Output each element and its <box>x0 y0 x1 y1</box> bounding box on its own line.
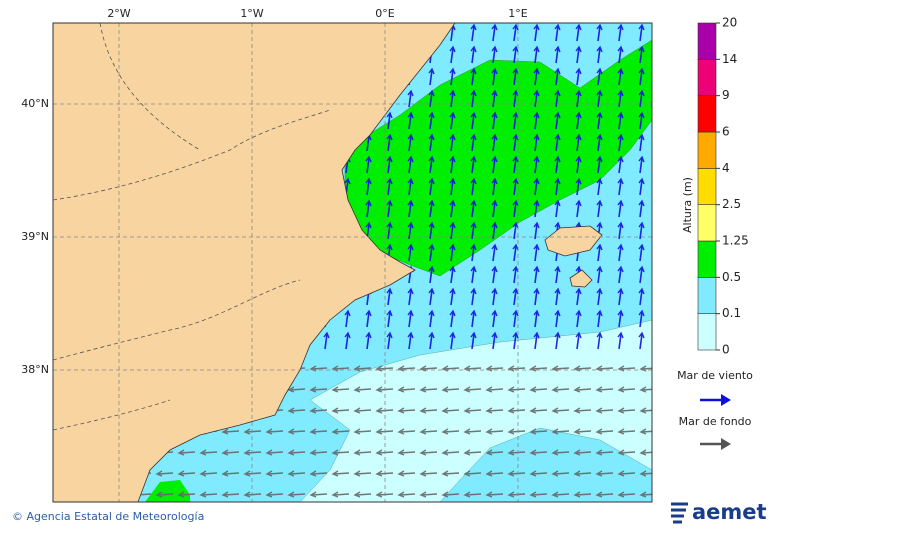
legend-arrow-gray <box>700 438 731 450</box>
colorbar-segment <box>697 168 717 205</box>
colorbar-segment <box>697 131 717 169</box>
colorbar-segment <box>697 22 717 60</box>
legend-label: Mar de viento <box>677 369 753 382</box>
province-borders <box>53 23 331 431</box>
colorbar-segment <box>697 240 717 278</box>
aemet-logo: aemet <box>671 500 767 524</box>
colorbar-segment <box>697 204 717 242</box>
colorbar-label: 0.5 <box>722 270 741 284</box>
island-formentera <box>569 269 593 288</box>
logo-text: aemet <box>692 500 767 524</box>
lon-label: 1°E <box>508 7 527 20</box>
colorbar-segment <box>697 95 717 133</box>
land <box>53 23 456 502</box>
colorbar-label: 6 <box>722 125 730 139</box>
copyright: © Agencia Estatal de Meteorología <box>12 510 204 523</box>
colorbar-segment <box>697 313 717 351</box>
colorbar-label: 2.5 <box>722 197 741 211</box>
colorbar-label: 0 <box>722 343 730 357</box>
colorbar: 0 0.1 0.5 1.25 2.5 4 6 9 14 20 <box>697 16 749 357</box>
legend-label: Mar de fondo <box>679 415 752 428</box>
lon-label: 0°E <box>375 7 394 20</box>
map-frame <box>52 22 653 503</box>
legend-arrow-blue <box>700 394 731 406</box>
lat-label: 38°N <box>21 363 49 376</box>
colorbar-label: 0.1 <box>722 306 741 320</box>
colorbar-segment <box>697 277 717 314</box>
colorbar-label: 4 <box>722 161 730 175</box>
map <box>53 23 652 502</box>
colorbar-label: 9 <box>722 88 730 102</box>
lon-label: 2°W <box>107 7 130 20</box>
colorbar-title: Altura (m) <box>681 177 694 233</box>
axis-labels: 2°W 1°W 0°E 1°E 40°N 39°N 38°N <box>21 7 528 376</box>
lon-label: 1°W <box>240 7 263 20</box>
graticule <box>53 23 652 502</box>
lat-label: 40°N <box>21 97 49 110</box>
colorbar-segment <box>697 59 717 96</box>
colorbar-label: 20 <box>722 16 737 30</box>
colorbar-label: 1.25 <box>722 234 749 248</box>
island-ibiza <box>544 225 603 257</box>
lat-label: 39°N <box>21 230 49 243</box>
colorbar-label: 14 <box>722 52 737 66</box>
